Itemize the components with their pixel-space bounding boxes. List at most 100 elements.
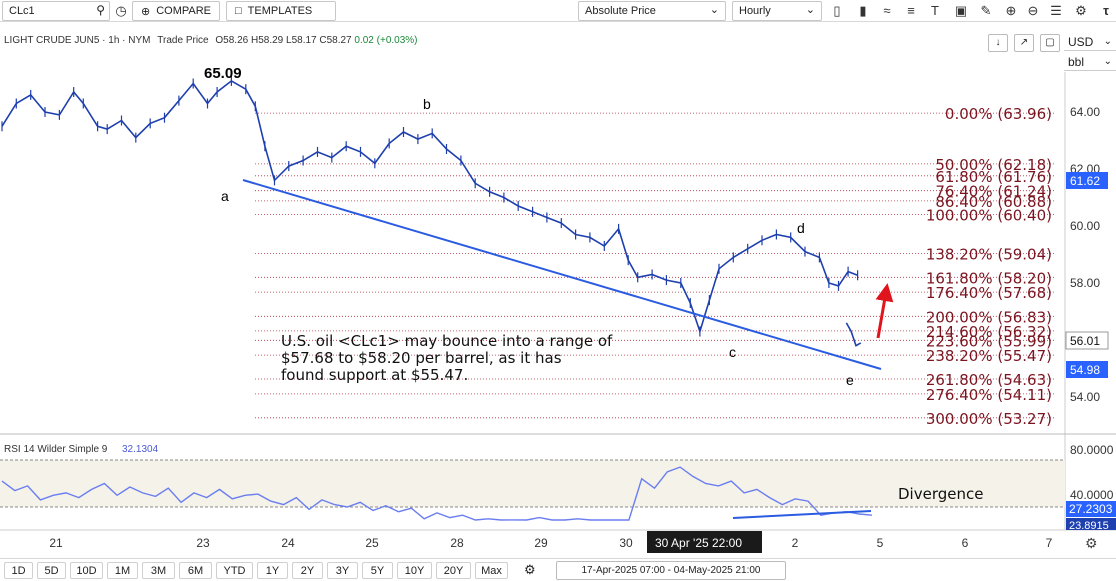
- indicator-icon[interactable]: τ: [1103, 3, 1109, 18]
- price-mode-value: Absolute Price: [585, 5, 656, 17]
- fib-level-label: 61.80% (61.76): [935, 168, 1052, 186]
- range-button-10d[interactable]: 10D: [70, 562, 103, 579]
- time-tick-label: 7: [1046, 536, 1053, 550]
- annotation-icon[interactable]: ✎: [980, 3, 992, 18]
- compare-label: COMPARE: [156, 5, 212, 17]
- range-button-20y[interactable]: 20Y: [436, 562, 471, 579]
- text-tool-icon[interactable]: T: [931, 3, 939, 18]
- fib-level-label: 50.00% (62.18): [935, 156, 1052, 174]
- divergence-trendline[interactable]: [732, 510, 872, 519]
- range-button-1m[interactable]: 1M: [107, 562, 138, 579]
- templates-label: TEMPLATES: [247, 5, 313, 17]
- support-trendline[interactable]: [242, 179, 882, 370]
- range-button-3m[interactable]: 3M: [142, 562, 175, 579]
- rsi-tick-80: 80.0000: [1070, 443, 1114, 457]
- time-tick-label: 23: [196, 536, 210, 550]
- price-tick-label: 58.00: [1070, 276, 1100, 290]
- fib-level-label: 214.60% (56.32): [926, 323, 1052, 341]
- chevron-down-icon: ⌄: [1103, 56, 1112, 67]
- symbol-search-input[interactable]: CLc1 ⚲: [2, 1, 110, 21]
- fullscreen-button[interactable]: ▢: [1040, 34, 1060, 52]
- fib-level-label: 223.60% (55.99): [926, 332, 1052, 350]
- rsi-tick-40: 40.0000: [1070, 488, 1114, 502]
- fib-level-label: 176.40% (57.68): [926, 284, 1052, 302]
- high-price-label: 65.09: [204, 65, 242, 82]
- fib-level-label: 300.00% (53.27): [926, 410, 1052, 428]
- bar-chart-icon[interactable]: ▮: [859, 3, 867, 18]
- time-tick-label: 25: [365, 536, 379, 550]
- unit-select[interactable]: bbl ⌄: [1064, 53, 1116, 71]
- zoom-out-icon[interactable]: ⊖: [1027, 3, 1039, 18]
- axis-settings-icon[interactable]: ⚙: [1085, 535, 1098, 551]
- stack-icon[interactable]: ☰: [1050, 3, 1062, 18]
- svg-text:54.98: 54.98: [1070, 363, 1100, 377]
- gear-icon[interactable]: ⚙: [1075, 3, 1087, 18]
- interval-value: Hourly: [739, 5, 771, 17]
- range-button-5y[interactable]: 5Y: [362, 562, 393, 579]
- wave-label-e: e: [846, 372, 854, 388]
- svg-text:27.2303: 27.2303: [1069, 502, 1113, 516]
- expand-icon: ↗: [1019, 37, 1029, 48]
- clock-icon[interactable]: ◷: [115, 3, 127, 18]
- folder-icon: □: [235, 5, 242, 17]
- change-value: 0.02 (+0.03%): [354, 35, 418, 46]
- fullscreen-icon: ▢: [1045, 37, 1055, 48]
- bounce-arrow[interactable]: [875, 283, 894, 339]
- interval-select[interactable]: Hourly ⌄: [732, 1, 822, 21]
- wave-icon[interactable]: ≈: [883, 3, 891, 18]
- date-range-value: 17-Apr-2025 07:00 - 04-May-2025 21:00: [581, 565, 761, 576]
- wave-label-a: a: [221, 188, 229, 204]
- range-button-10y[interactable]: 10Y: [397, 562, 432, 579]
- compare-button[interactable]: ⊕ COMPARE: [132, 1, 220, 21]
- series-title: LIGHT CRUDE JUN5 · 1h · NYM: [4, 35, 151, 46]
- time-tick-label: 5: [877, 536, 884, 550]
- svg-text:30 Apr '25 22:00: 30 Apr '25 22:00: [655, 536, 742, 550]
- range-button-max[interactable]: Max: [475, 562, 508, 579]
- price-badge-61-62: 61.62: [1066, 172, 1108, 189]
- bottom-bar: 1D 5D 10D 1M 3M 6M YTD 1Y 2Y 3Y 5Y 10Y 20Y Max ⚙ 17-A…: [0, 558, 1116, 581]
- range-button-ytd[interactable]: YTD: [216, 562, 253, 579]
- fib-level-label: 200.00% (56.83): [926, 308, 1052, 326]
- symbol-value: CLc1: [9, 5, 35, 17]
- price-mode-select[interactable]: Absolute Price ⌄: [578, 1, 726, 21]
- search-icon: ⚲: [96, 3, 105, 17]
- range-button-1d[interactable]: 1D: [4, 562, 33, 579]
- price-line-latest[interactable]: [845, 322, 862, 347]
- time-tick-label: 30: [619, 536, 633, 550]
- rsi-series[interactable]: [1, 466, 873, 521]
- ohlc-values: O58.26 H58.29 L58.17 C58.27: [215, 35, 352, 46]
- fib-level-label: 161.80% (58.20): [926, 269, 1052, 287]
- range-button-5d[interactable]: 5D: [37, 562, 66, 579]
- range-button-1y[interactable]: 1Y: [257, 562, 288, 579]
- candlestick-icon[interactable]: ▯: [833, 3, 841, 18]
- chart-canvas[interactable]: 0.00% (63.96) 50.00% (62.18)61.80% (61.76…: [0, 55, 1116, 558]
- templates-button[interactable]: □ TEMPLATES: [226, 1, 336, 21]
- fib-level-label: 76.40% (61.24): [935, 183, 1052, 201]
- chevron-down-icon: ⌄: [805, 4, 815, 16]
- gear-icon[interactable]: ⚙: [524, 562, 536, 577]
- price-tick-label: 64.00: [1070, 105, 1100, 119]
- expand-button[interactable]: ↗: [1014, 34, 1034, 52]
- collapse-button[interactable]: ↓: [988, 34, 1008, 52]
- time-tick-label: 29: [534, 536, 548, 550]
- fib-level-label: 100.00% (60.40): [926, 207, 1052, 225]
- currency-select[interactable]: USD ⌄: [1064, 33, 1116, 51]
- range-button-3y[interactable]: 3Y: [327, 562, 358, 579]
- price-line[interactable]: [1, 79, 858, 335]
- svg-text:56.01: 56.01: [1070, 334, 1100, 348]
- fib-icon[interactable]: ≡: [907, 3, 915, 18]
- rsi-title: RSI 14 Wilder Simple 9: [4, 444, 108, 455]
- zoom-in-icon[interactable]: ⊕: [1005, 3, 1017, 18]
- date-range-input[interactable]: 17-Apr-2025 07:00 - 04-May-2025 21:00: [556, 561, 786, 580]
- chevron-down-icon: ⌄: [1103, 36, 1112, 47]
- price-series[interactable]: [1, 75, 862, 347]
- time-tick-label: 24: [281, 536, 295, 550]
- shape-icon[interactable]: ▣: [954, 3, 968, 18]
- fibonacci-levels[interactable]: 0.00% (63.96) 50.00% (62.18)61.80% (61.76…: [255, 105, 1055, 428]
- range-button-2y[interactable]: 2Y: [292, 562, 323, 579]
- rsi-value: 32.1304: [122, 444, 159, 455]
- fib-level-label: 86.40% (60.88): [935, 193, 1052, 211]
- fib-level-label: 238.20% (55.47): [926, 347, 1052, 365]
- range-button-6m[interactable]: 6M: [179, 562, 212, 579]
- price-badge-54-98: 54.98: [1066, 361, 1108, 378]
